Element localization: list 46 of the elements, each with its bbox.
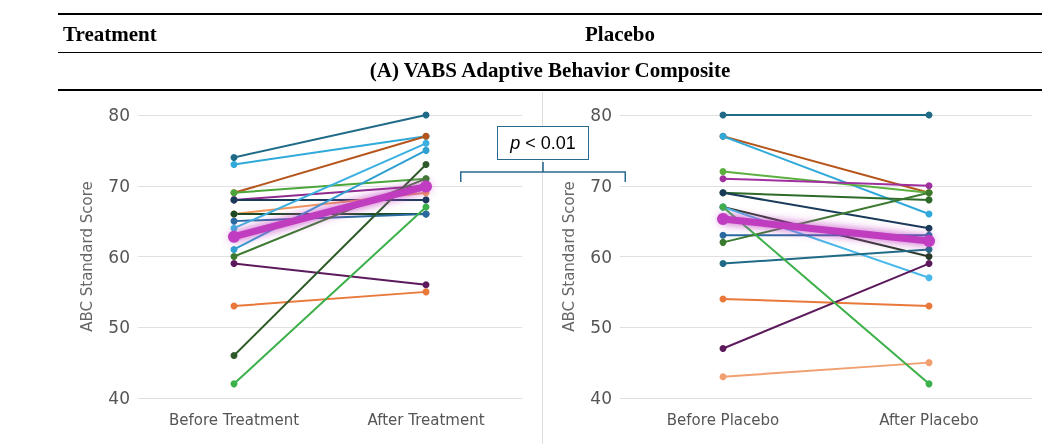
point: [923, 234, 935, 247]
point: [422, 146, 430, 154]
x-tick-label: Before Placebo: [666, 410, 780, 429]
point: [228, 230, 240, 243]
y-tick-label: 40: [108, 388, 130, 408]
y-tick-label: 70: [590, 175, 612, 196]
point: [719, 373, 727, 381]
point: [719, 168, 727, 176]
chart-title: Placebo: [584, 22, 656, 47]
y-tick-label: 50: [108, 317, 130, 338]
y-tick-label: 40: [590, 388, 612, 408]
y-tick-label: 60: [590, 246, 612, 267]
annotation: p < 0.01: [497, 126, 589, 160]
point: [925, 224, 933, 232]
point: [925, 359, 933, 367]
y-axis-title: ABC Standard Score: [559, 181, 578, 332]
chart-subtitle: (A) VABS Adaptive Behavior Composite: [368, 58, 732, 83]
point: [719, 238, 727, 246]
y-axis-title: ABC Standard Score: [77, 181, 96, 332]
point: [925, 260, 933, 268]
x-tick-label: After Treatment: [367, 410, 485, 429]
x-tick-label: After Placebo: [879, 410, 979, 429]
point: [230, 245, 238, 253]
point: [230, 253, 238, 260]
y-tick-label: 80: [108, 105, 130, 125]
point: [719, 175, 727, 183]
point: [719, 231, 727, 239]
chart-title: Treatment: [63, 22, 157, 47]
point: [719, 260, 727, 268]
point: [717, 213, 729, 225]
point: [422, 161, 430, 169]
x-tick-label: Before Treatment: [168, 410, 300, 429]
y-tick-label: 80: [590, 105, 612, 125]
point: [719, 344, 727, 352]
y-tick-label: 60: [108, 246, 130, 267]
point: [230, 260, 238, 268]
point: [422, 281, 430, 289]
point: [925, 182, 933, 190]
y-tick-label: 70: [108, 175, 130, 196]
point: [230, 161, 238, 169]
point: [925, 253, 933, 260]
point: [422, 139, 430, 147]
point: [925, 274, 933, 282]
y-tick-label: 50: [590, 317, 612, 338]
point: [230, 352, 238, 360]
point: [230, 153, 238, 161]
